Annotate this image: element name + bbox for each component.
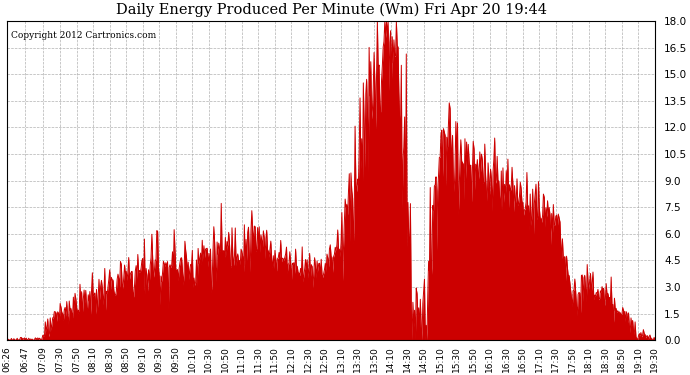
Title: Daily Energy Produced Per Minute (Wm) Fri Apr 20 19:44: Daily Energy Produced Per Minute (Wm) Fr… (116, 3, 546, 17)
Text: Copyright 2012 Cartronics.com: Copyright 2012 Cartronics.com (10, 31, 156, 40)
